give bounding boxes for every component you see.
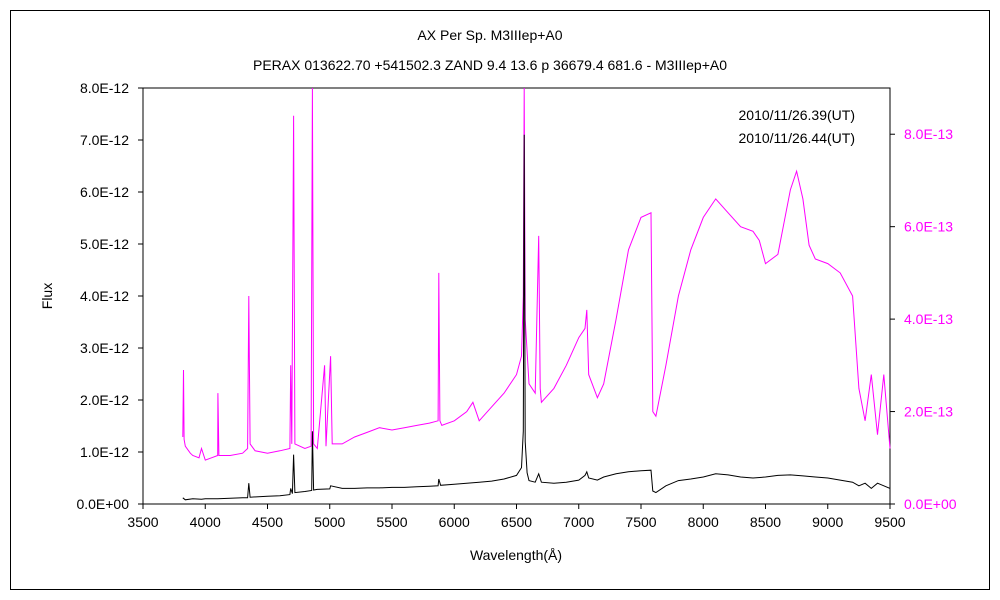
y-right-tick-label: 4.0E-13	[904, 311, 953, 327]
y-left-tick-label: 0.0E+00	[76, 496, 129, 512]
chart-subtitle: PERAX 013622.70 +541502.3 ZAND 9.4 13.6 …	[253, 57, 727, 73]
x-axis-label: Wavelength(Å)	[470, 547, 562, 563]
y-left-tick-label: 6.0E-12	[80, 184, 129, 200]
y-axis-right: 0.0E+00 2.0E-13 4.0E-13 6.0E-13 8.0E-13	[890, 126, 957, 512]
chart-frame	[10, 10, 990, 590]
y-left-tick-label: 2.0E-12	[80, 392, 129, 408]
x-tick-label: 8500	[750, 514, 781, 530]
y-right-tick-label: 8.0E-13	[904, 126, 953, 142]
chart-title: AX Per Sp. M3IIIep+A0	[417, 27, 562, 43]
y-right-tick-label: 0.0E+00	[904, 496, 957, 512]
x-tick-label: 5000	[314, 514, 345, 530]
y-right-tick-label: 2.0E-13	[904, 404, 953, 420]
x-tick-label: 7000	[563, 514, 594, 530]
x-tick-label: 5500	[376, 514, 407, 530]
x-tick-label: 7500	[625, 514, 656, 530]
x-tick-label: 6000	[439, 514, 470, 530]
legend: 2010/11/26.39(UT) 2010/11/26.44(UT)	[739, 107, 855, 146]
y-left-tick-label: 8.0E-12	[80, 80, 129, 96]
x-tick-label: 4000	[190, 514, 221, 530]
legend-entry-series-1: 2010/11/26.39(UT)	[739, 107, 855, 123]
plot-area	[142, 87, 891, 505]
x-tick-label: 9500	[874, 514, 905, 530]
y-left-tick-label: 4.0E-12	[80, 288, 129, 304]
y-left-tick-label: 3.0E-12	[80, 340, 129, 356]
x-tick-label: 4500	[252, 514, 283, 530]
x-tick-label: 3500	[127, 514, 158, 530]
series-line-2	[182, 87, 891, 461]
y-axis-left: 0.0E+00 1.0E-12 2.0E-12 3.0E-12 4.0E-12 5.0E-…	[76, 80, 143, 512]
series-layer	[182, 87, 891, 501]
x-axis: 3500 4000 4500 5000 5500 6000 6500 7000 7500 8000…	[127, 504, 906, 530]
x-tick-label: 6500	[501, 514, 532, 530]
x-tick-label: 8000	[688, 514, 719, 530]
series-line-1	[182, 134, 891, 501]
x-tick-label: 9000	[812, 514, 843, 530]
y-left-tick-label: 7.0E-12	[80, 132, 129, 148]
legend-entry-series-2: 2010/11/26.44(UT)	[739, 130, 855, 146]
y-axis-label: Flux	[39, 283, 55, 309]
y-right-tick-label: 6.0E-13	[904, 219, 953, 235]
y-left-tick-label: 1.0E-12	[80, 444, 129, 460]
y-left-tick-label: 5.0E-12	[80, 236, 129, 252]
